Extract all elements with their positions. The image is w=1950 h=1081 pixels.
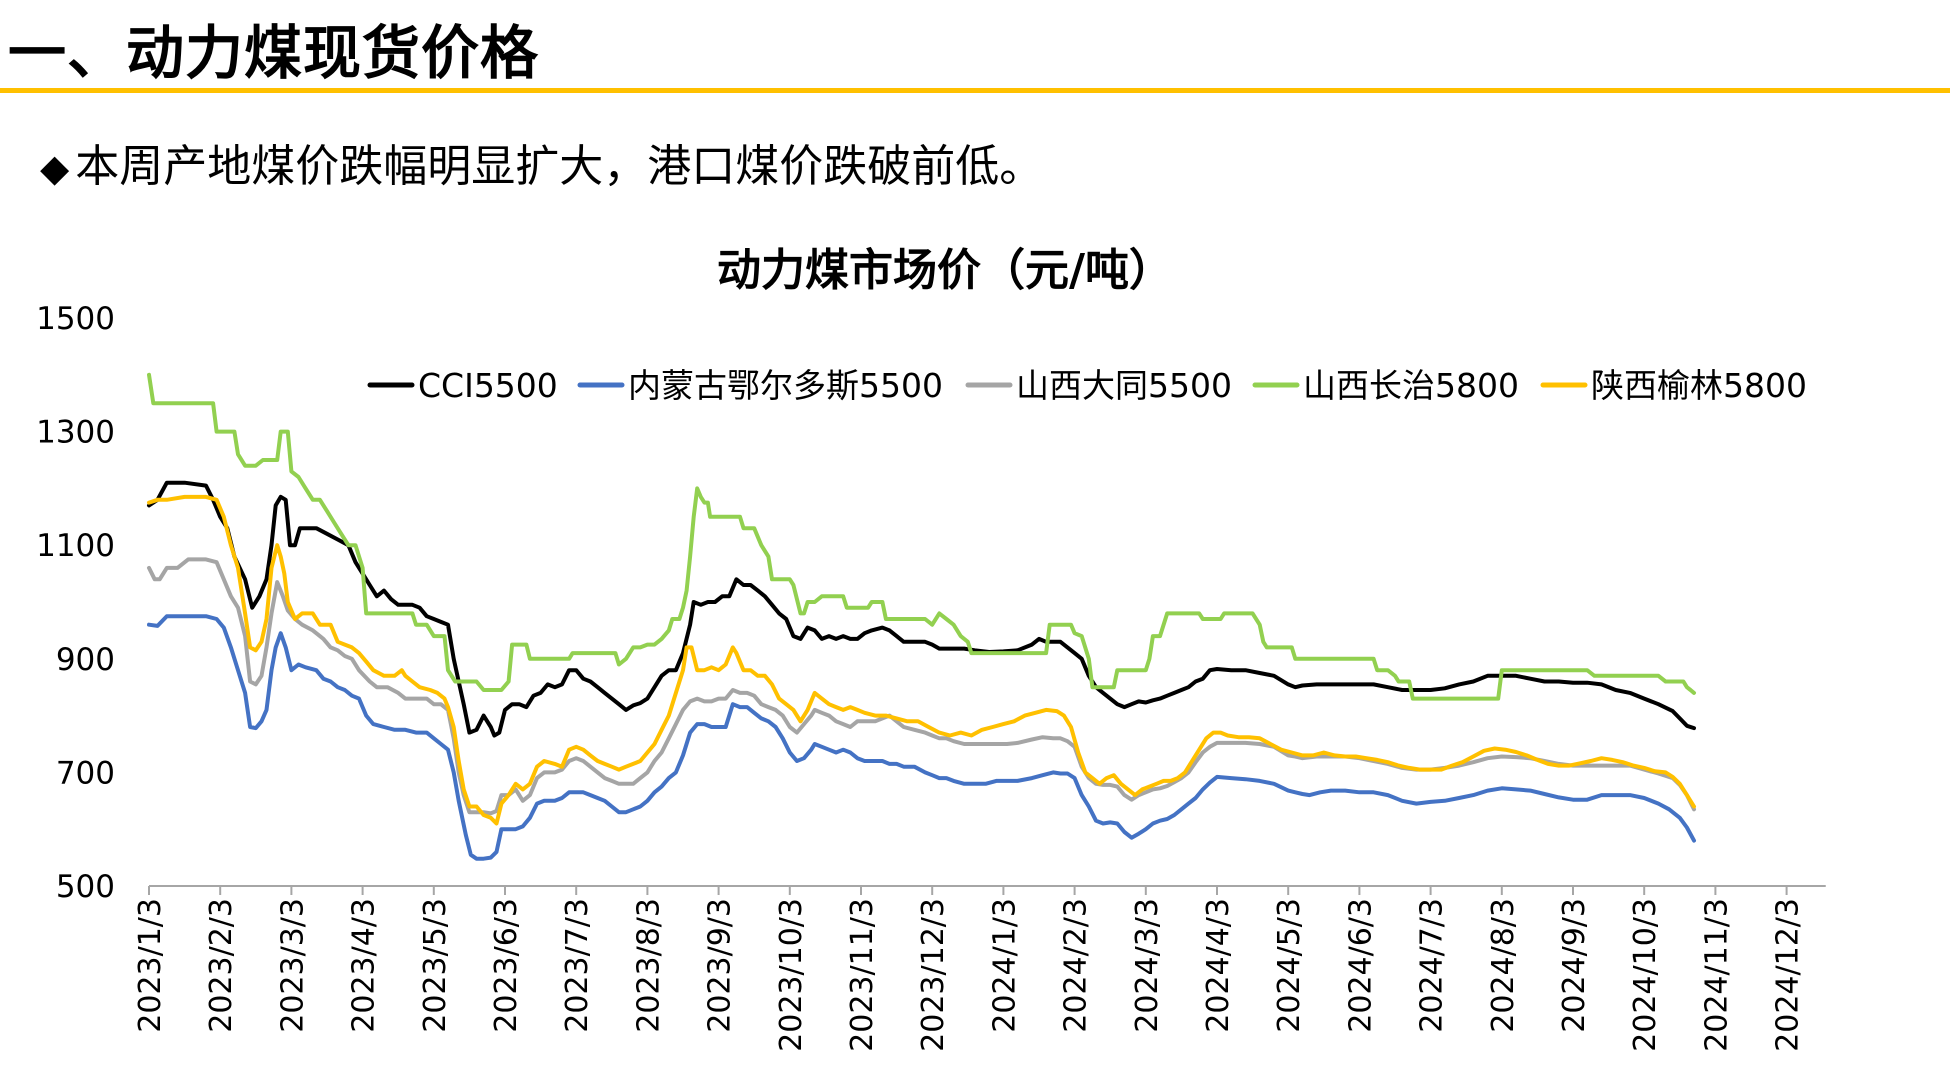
legend-label: 内蒙古鄂尔多斯5500 xyxy=(628,366,943,405)
x-tick-label: 2023/5/3 xyxy=(418,898,453,1033)
x-tick-label: 2024/11/3 xyxy=(1699,898,1734,1052)
x-tick-label: 2024/1/3 xyxy=(987,898,1022,1033)
x-tick-label: 2024/3/3 xyxy=(1130,898,1165,1033)
legend-label: CCI5500 xyxy=(418,366,558,405)
x-tick-label: 2023/2/3 xyxy=(204,898,239,1033)
x-tick-label: 2024/9/3 xyxy=(1557,898,1592,1033)
x-tick-label: 2024/4/3 xyxy=(1201,898,1236,1033)
title-divider xyxy=(0,88,1950,93)
series-line-1 xyxy=(147,614,1696,861)
series-lines xyxy=(147,372,1696,861)
series-line-3 xyxy=(147,372,1696,701)
y-tick-label: 900 xyxy=(56,642,115,678)
x-tick-label: 2024/10/3 xyxy=(1628,898,1663,1052)
y-tick-label: 1100 xyxy=(36,528,115,564)
x-tick-label: 2023/7/3 xyxy=(560,898,595,1033)
x-tick-label: 2023/6/3 xyxy=(489,898,524,1033)
x-tick-label: 2023/4/3 xyxy=(347,898,382,1033)
x-tick-label: 2024/2/3 xyxy=(1059,898,1094,1033)
series-line-2 xyxy=(147,557,1696,816)
chart-legend: CCI5500 内蒙古鄂尔多斯5500 山西大同5500 山西长治5800 陕西榆林58… xyxy=(367,366,1807,405)
legend-label: 山西大同5500 xyxy=(1016,366,1232,405)
x-tick-label: 2024/5/3 xyxy=(1272,898,1307,1033)
x-tick-label: 2024/6/3 xyxy=(1343,898,1378,1033)
summary-text: 本周产地煤价跌幅明显扩大，港口煤价跌破前低。 xyxy=(75,141,1044,192)
chart-title: 动力煤市场价（元/吨） xyxy=(717,245,1173,296)
summary-line: ◆ 本周产地煤价跌幅明显扩大，港口煤价跌破前低。 xyxy=(40,130,1043,194)
y-tick-label: 1500 xyxy=(36,301,115,337)
diamond-bullet-icon: ◆ xyxy=(40,146,70,190)
x-tick-label: 2023/9/3 xyxy=(703,898,738,1033)
x-tick-label: 2023/12/3 xyxy=(916,898,951,1052)
x-tick-label: 2023/3/3 xyxy=(275,898,310,1033)
legend-label: 山西长治5800 xyxy=(1303,366,1519,405)
series-line-4 xyxy=(147,494,1696,826)
page-title: 一、动力煤现货价格 xyxy=(8,19,540,87)
series-line-0 xyxy=(147,480,1696,738)
x-tick-label: 2023/10/3 xyxy=(774,898,809,1052)
y-tick-label: 500 xyxy=(56,869,115,905)
x-tick-label: 2024/7/3 xyxy=(1415,898,1450,1033)
x-tick-label: 2023/1/3 xyxy=(133,898,168,1033)
x-tick-label: 2024/8/3 xyxy=(1486,898,1521,1033)
y-tick-label: 1300 xyxy=(36,415,115,451)
x-tick-label: 2024/12/3 xyxy=(1771,898,1806,1052)
legend-label: 陕西榆林5800 xyxy=(1591,366,1807,405)
x-tick-label: 2023/8/3 xyxy=(631,898,666,1033)
x-axis: 2023/1/3 2023/2/3 2023/3/3 2023/4/3 2023/5/3… xyxy=(133,885,1826,1052)
x-tick-label: 2023/11/3 xyxy=(845,898,880,1052)
y-axis: 500 700 900 1100 1300 1500 xyxy=(36,301,115,905)
y-tick-label: 700 xyxy=(56,755,115,791)
